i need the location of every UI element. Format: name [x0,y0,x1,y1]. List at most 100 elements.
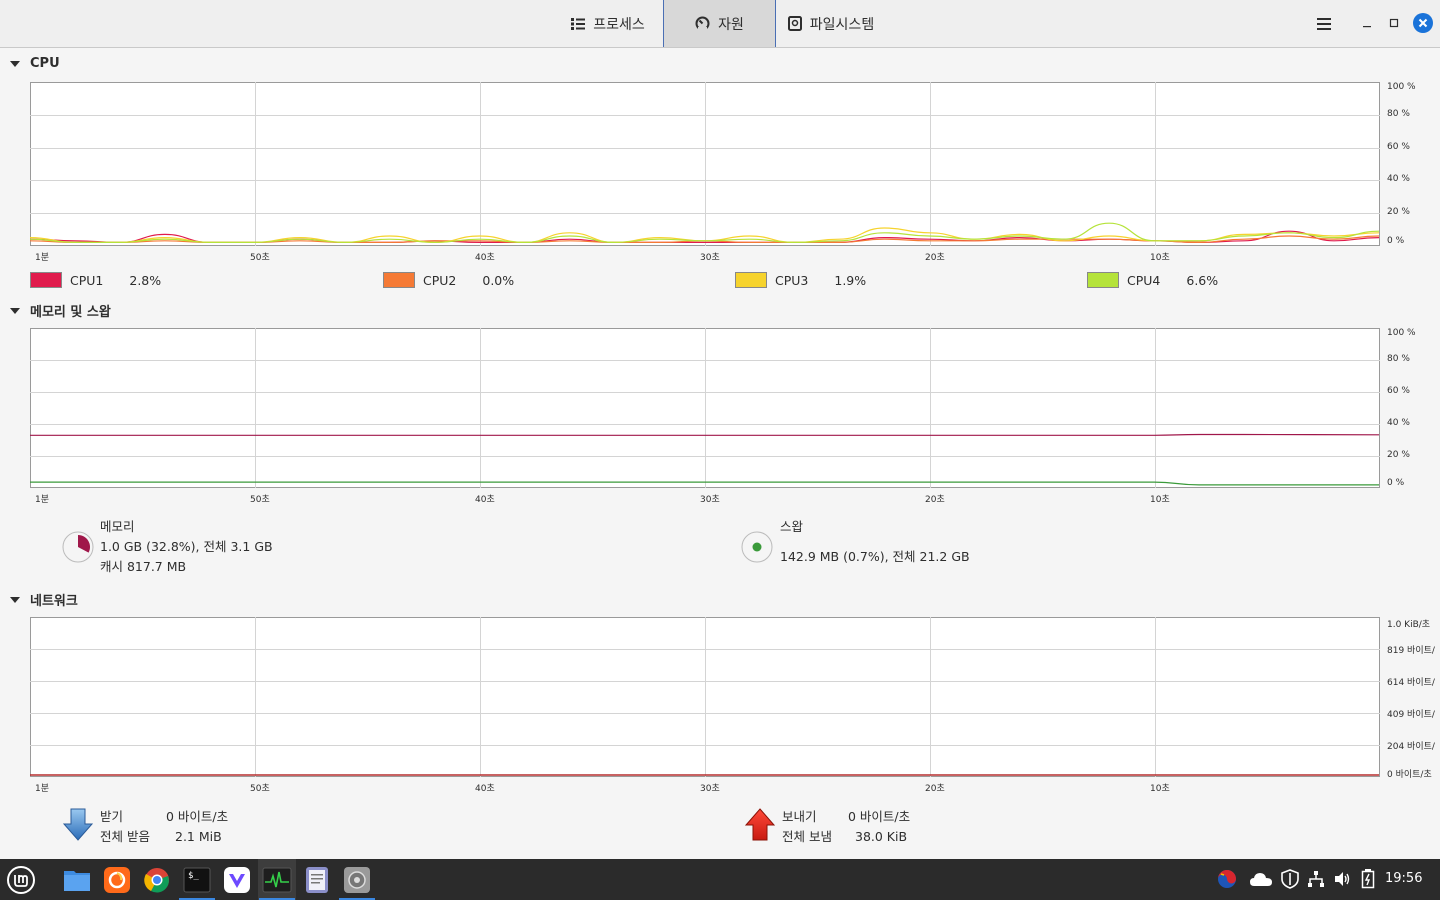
cpu4-color-button[interactable] [1087,272,1119,288]
tab-resources[interactable]: 자원 [663,0,776,47]
network-y-tick: 0 바이트/초 [1387,770,1432,780]
network-section-title: 네트워크 [30,594,78,609]
cpu-y-tick: 20 % [1387,207,1410,217]
cpu-x-tick: 20초 [925,253,945,263]
close-icon [1418,18,1428,28]
taskbar-vpn[interactable] [218,859,256,900]
memory-info: 메모리 1.0 GB (32.8%), 전체 3.1 GB 캐시 817.7 M… [100,517,273,577]
network-y-tick: 614 바이트/ [1387,678,1435,688]
tab-filesystems[interactable]: 파일시스템 [776,0,886,47]
tab-resources-label: 자원 [718,16,744,33]
network-x-tick: 30초 [700,784,720,794]
battery-tray[interactable] [1357,868,1379,890]
cpu2-color-button[interactable] [383,272,415,288]
minimize-icon [1363,26,1371,28]
text-editor-icon [306,866,328,893]
cpu-x-tick: 30초 [700,253,720,263]
taskbar-terminal[interactable]: $_ [178,859,216,900]
list-icon [571,17,586,31]
menu-button[interactable] [1313,13,1335,35]
vpn-icon [224,866,250,893]
volume-tray[interactable] [1331,868,1353,890]
network-x-tick: 40초 [475,784,495,794]
receive-total: 2.1 MiB [175,829,222,844]
mint-menu-button[interactable] [2,859,40,900]
taskbar-text-editor[interactable] [298,859,336,900]
taskbar-chrome[interactable] [138,859,176,900]
input-method-tray[interactable] [1216,868,1238,890]
minimize-button[interactable] [1357,13,1377,33]
memory-x-tick: 1분 [35,495,50,505]
send-total-label: 전체 보냄 [782,829,832,844]
memory-section-title: 메모리 및 스왑 [30,305,111,320]
clock[interactable]: 19:56 [1385,871,1423,886]
network-y-tick: 204 바이트/ [1387,742,1435,752]
cpu-x-tick: 10초 [1150,253,1170,263]
shield-icon [1281,869,1299,889]
memory-section-toggle[interactable]: 메모리 및 스왑 [10,301,111,320]
upload-arrow-icon [744,808,776,841]
cpu2-legend: CPU2 0.0% [383,272,514,288]
taskbar-disk-usage[interactable] [338,859,376,900]
tab-filesystems-label: 파일시스템 [809,16,875,33]
cpu-graph [30,82,1380,246]
expander-down-icon [10,596,20,603]
network-section-toggle[interactable]: 네트워크 [10,590,78,609]
battery-icon [1361,869,1375,889]
running-indicator [259,898,295,900]
network-graph [30,617,1380,777]
memory-x-tick: 40초 [475,495,495,505]
memory-x-tick: 50초 [250,495,270,505]
cpu2-label: CPU2 [423,272,457,288]
hamburger-icon [1317,18,1331,30]
maximize-button[interactable] [1384,13,1404,33]
network-tray[interactable] [1305,868,1327,890]
cpu4-label: CPU4 [1127,272,1161,288]
cpu-x-tick: 50초 [250,253,270,263]
running-indicator [339,898,375,900]
disk-icon [787,16,802,31]
memory-series-2 [30,481,1379,486]
memory-series-1 [30,433,1380,436]
receive-label: 받기 [100,809,124,824]
close-button[interactable] [1413,13,1433,33]
taskbar-system-monitor[interactable] [258,859,296,900]
send-rate: 0 바이트/초 [848,809,911,824]
network-x-tick: 20초 [925,784,945,794]
network-x-tick: 1분 [35,784,50,794]
cpu-section-toggle[interactable]: CPU [10,56,60,71]
memory-pie-icon[interactable] [62,531,94,563]
receive-total-label: 전체 받음 [100,829,150,844]
cpu-y-tick: 100 % [1387,82,1416,92]
running-indicator [179,898,215,900]
cpu-series-4 [30,222,1380,244]
files-icon [64,870,90,891]
cloud-tray[interactable] [1249,868,1273,890]
cpu-x-tick: 1분 [35,253,50,263]
input-method-icon [1218,870,1236,888]
network-y-tick: 1.0 KiB/초 [1387,620,1431,630]
mint-menu-icon [7,865,35,894]
taskbar-files[interactable] [58,859,96,900]
swap-pie-icon[interactable] [741,531,773,563]
cpu2-value: 0.0% [482,272,515,288]
download-arrow-icon [62,808,94,841]
header-bar: 프로세스 자원 파일시스템 [0,0,1440,48]
cpu1-color-button[interactable] [30,272,62,288]
cpu1-label: CPU1 [70,272,104,288]
send-label: 보내기 [782,809,817,824]
memory-graph [30,328,1380,488]
network-x-tick: 50초 [250,784,270,794]
terminal-icon: $_ [183,867,211,892]
cpu3-color-button[interactable] [735,272,767,288]
memory-pie-slice [78,535,91,553]
cpu-x-tick: 40초 [475,253,495,263]
network-y-tick: 819 바이트/ [1387,646,1435,656]
taskbar-firefox[interactable] [98,859,136,900]
tab-processes[interactable]: 프로세스 [553,0,663,47]
network-icon [1308,871,1324,887]
shield-tray[interactable] [1279,868,1301,890]
volume-icon [1335,872,1350,886]
swap-usage: 142.9 MB (0.7%), 전체 21.2 GB [780,549,970,564]
cpu-section-title: CPU [30,56,60,71]
